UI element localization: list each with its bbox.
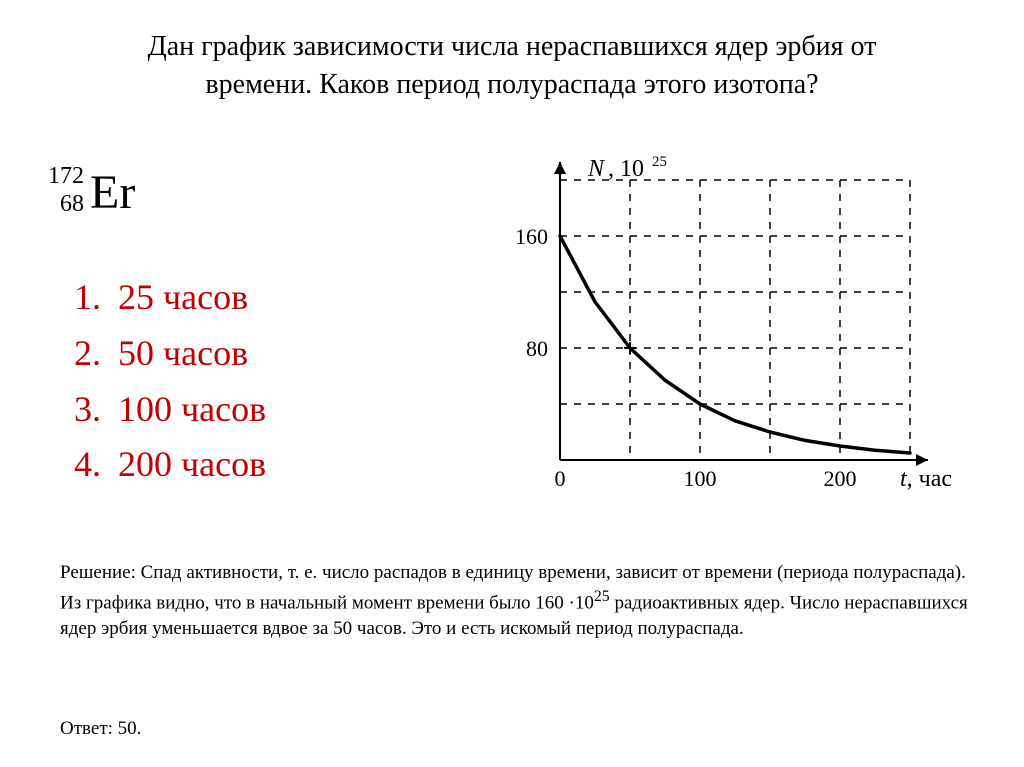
svg-text:100: 100 xyxy=(684,466,717,491)
option-number: 3. xyxy=(74,382,118,438)
option-text: 200 часов xyxy=(118,444,266,484)
option-3: 3.100 часов xyxy=(74,382,266,438)
svg-text:N: N xyxy=(587,156,606,182)
svg-text:t, час: t, час xyxy=(900,466,952,492)
decay-chart-svg: N, 10 25 80 160 0 100 200 t, час xyxy=(490,150,960,520)
option-text: 100 часов xyxy=(118,389,266,429)
solution-label: Решение: xyxy=(60,562,136,583)
isotope-mass: 172 xyxy=(48,163,84,190)
isotope-atomic: 68 xyxy=(60,191,84,218)
answer-value: 50. xyxy=(118,718,142,739)
svg-text:25: 25 xyxy=(652,154,667,170)
svg-text:80: 80 xyxy=(526,336,548,361)
answer-line: Ответ: 50. xyxy=(60,718,141,740)
option-2: 2.50 часов xyxy=(74,326,266,382)
question-line2: времени. Каков период полураспада этого … xyxy=(205,69,818,100)
option-number: 2. xyxy=(74,326,118,382)
solution-text: Решение: Спад активности, т. е. число ра… xyxy=(60,560,970,641)
option-text: 25 часов xyxy=(118,277,248,317)
option-number: 1. xyxy=(74,270,118,326)
option-4: 4.200 часов xyxy=(74,437,266,493)
svg-text:0: 0 xyxy=(555,466,566,491)
option-number: 4. xyxy=(74,437,118,493)
solution-exponent: 25 xyxy=(594,588,610,605)
option-1: 1.25 часов xyxy=(74,270,266,326)
answer-options: 1.25 часов2.50 часов3.100 часов4.200 час… xyxy=(74,270,266,493)
question-line1: Дан график зависимости числа нераспавших… xyxy=(148,31,877,62)
answer-label: Ответ: xyxy=(60,718,113,739)
option-text: 50 часов xyxy=(118,333,248,373)
isotope-symbol: Er xyxy=(90,166,135,219)
decay-chart: N, 10 25 80 160 0 100 200 t, час xyxy=(490,150,960,525)
svg-text:200: 200 xyxy=(824,466,857,491)
svg-text:, 10: , 10 xyxy=(608,156,644,182)
question-text: Дан график зависимости числа нераспавших… xyxy=(0,0,1024,104)
isotope-symbol-block: 172 68 Er xyxy=(90,165,135,220)
svg-text:160: 160 xyxy=(515,224,548,249)
